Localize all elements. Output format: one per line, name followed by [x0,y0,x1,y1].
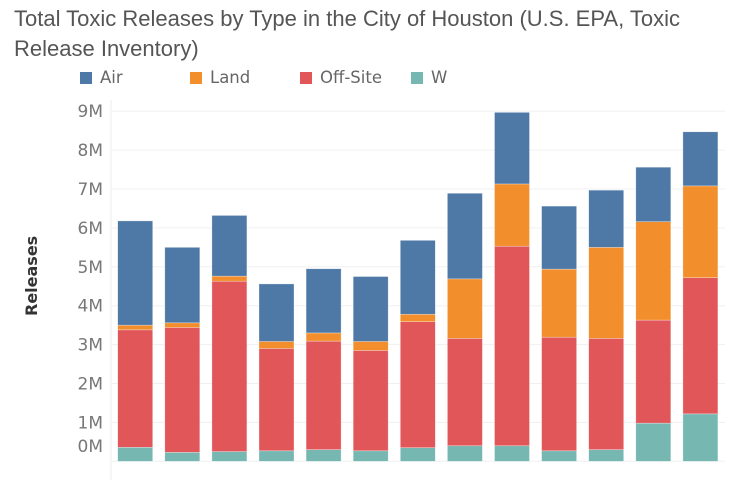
bar-segment-land[interactable] [164,322,201,328]
legend-item-air[interactable]: Air [80,68,123,88]
bar-segment-off-site[interactable] [494,245,530,447]
bar-segment-air[interactable] [588,189,625,248]
bar-segment-land[interactable] [494,183,530,247]
bar-segment-off-site[interactable] [541,336,577,452]
y-tick-label: 9M [78,102,103,122]
legend-label-off-site: Off-Site [320,68,382,87]
legend-swatch-w [411,72,423,84]
bar-segment-w[interactable] [541,450,577,462]
y-tick-label: 3M [78,336,103,356]
y-tick-label: 2M [78,375,103,395]
bar-segment-off-site[interactable] [682,277,719,415]
bar-segment-air[interactable] [352,276,389,342]
bar-segment-w[interactable] [305,449,342,462]
y-tick-label: 6M [78,219,103,239]
legend-label-land: Land [210,68,251,87]
legend-swatch-land [190,72,202,84]
bar-segment-land[interactable] [211,275,248,282]
bar-segment-off-site[interactable] [588,338,625,450]
bar-segment-w[interactable] [682,413,719,462]
bar-segment-off-site[interactable] [635,319,672,424]
bar-segment-land[interactable] [258,341,295,349]
legend-label-w: W [431,68,448,87]
bar-segment-air[interactable] [164,247,201,324]
bar-segment-air[interactable] [258,283,295,342]
bar-segment-off-site[interactable] [258,348,295,452]
bar-segment-w[interactable] [635,422,672,462]
y-tick-label: 8M [78,141,103,161]
bar-segment-off-site[interactable] [164,327,201,453]
bar-segment-land[interactable] [305,332,342,342]
bar-segment-land[interactable] [541,268,577,338]
bar-segment-w[interactable] [117,446,153,462]
bar-segment-land[interactable] [117,324,153,331]
bar-segment-off-site[interactable] [305,340,342,450]
bar-segment-land[interactable] [635,221,672,321]
legend-label-air: Air [100,68,123,87]
bar-segment-air[interactable] [117,220,153,326]
y-tick-label: 7M [78,180,103,200]
bar-segment-air[interactable] [541,205,577,270]
bar-segment-air[interactable] [305,268,342,334]
bar-segment-w[interactable] [211,451,248,462]
y-tick-label: 4M [78,297,103,317]
legend-item-w[interactable]: W [411,68,447,88]
bar-segment-air[interactable] [494,112,530,185]
y-axis-label: Releases [22,235,41,316]
bar-segment-w[interactable] [399,447,436,462]
y-tick-label: 5M [78,258,103,278]
bar-segment-air[interactable] [682,131,719,187]
bar-segment-w[interactable] [258,450,295,462]
bar-segment-off-site[interactable] [352,350,389,452]
legend-swatch-air [80,72,92,84]
bar-segment-air[interactable] [635,166,672,222]
bar-segment-land[interactable] [682,185,719,278]
y-tick-label: 1M [78,413,103,433]
bar-segment-w[interactable] [352,450,389,462]
legend: Air Land Off-Site W [0,68,736,88]
chart-header: Total Toxic Releases by Type in the City… [0,4,736,88]
chart-title: Total Toxic Releases by Type in the City… [14,6,681,61]
bar-segment-off-site[interactable] [117,329,153,448]
bar-segment-off-site[interactable] [447,338,483,447]
y-tick-label: 0M [78,437,103,457]
bar-segment-land[interactable] [588,247,625,339]
bar-segment-air[interactable] [399,240,436,315]
bar-segment-w[interactable] [588,449,625,462]
bar-segment-land[interactable] [352,341,389,351]
bar-segment-land[interactable] [447,278,483,339]
bar-segment-air[interactable] [211,215,248,277]
bar-segment-off-site[interactable] [211,280,248,452]
bar-segment-land[interactable] [399,313,436,322]
bar-segment-off-site[interactable] [399,321,436,448]
legend-item-land[interactable]: Land [190,68,250,88]
legend-swatch-off-site [300,72,312,84]
legend-item-off-site[interactable]: Off-Site [300,68,382,88]
bar-segment-air[interactable] [447,192,483,280]
